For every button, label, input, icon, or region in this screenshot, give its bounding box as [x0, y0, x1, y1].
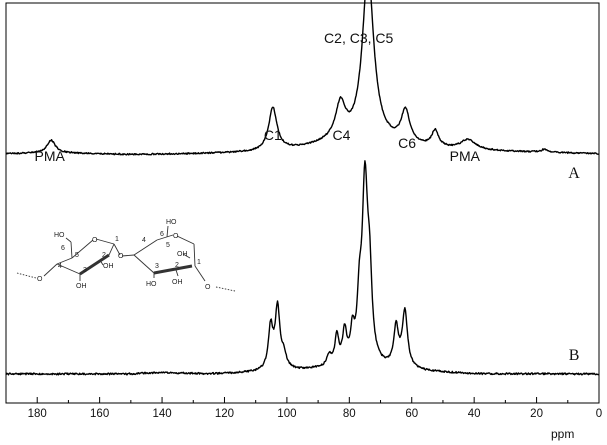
- peak-label: PMA: [450, 148, 481, 164]
- o-label: O: [173, 233, 179, 240]
- oh-label: OH: [103, 263, 114, 270]
- o-label: O: [118, 253, 124, 260]
- x-tick-label: 180: [28, 408, 47, 420]
- peak-label: C4: [333, 127, 351, 143]
- x-tick-label: 0: [596, 408, 602, 420]
- bond: [95, 238, 115, 245]
- bond: [65, 237, 72, 243]
- bond: [194, 265, 206, 282]
- chain-bond-right: [215, 286, 236, 292]
- chain-bond-left: [16, 272, 37, 279]
- x-tick-label: 60: [405, 408, 418, 420]
- x-tick-label: 80: [343, 408, 356, 420]
- oh-label: OH: [172, 279, 183, 286]
- bond-wedge: [153, 264, 193, 275]
- bond: [133, 254, 155, 274]
- x-tick-label: 100: [277, 408, 296, 420]
- plot-frame: [5, 2, 600, 404]
- cellobiose-labels: O HO 6 5 4 O 1 3 2 OH OH O 4 6 HO O 5 3 …: [37, 219, 211, 291]
- bond: [156, 234, 174, 241]
- bond: [56, 257, 73, 265]
- x-tick-label: 20: [530, 408, 543, 420]
- bond: [193, 243, 196, 267]
- atom-number: 4: [142, 237, 146, 244]
- bond: [182, 253, 191, 259]
- bond: [121, 254, 135, 257]
- x-axis-label: ppm: [551, 427, 574, 441]
- trace-label-a: A: [568, 165, 580, 182]
- atom-number: 5: [75, 252, 79, 259]
- x-tick-label: 120: [215, 408, 234, 420]
- peak-label: C1: [264, 127, 282, 143]
- o-label: O: [92, 237, 98, 244]
- o-label: O: [37, 276, 43, 283]
- bond: [108, 243, 115, 256]
- spectrum-trace-b: [5, 160, 600, 376]
- atom-number: 2: [175, 262, 179, 269]
- x-tick-label: 160: [90, 408, 109, 420]
- peak-label: PMA: [35, 148, 66, 164]
- peak-label: C6: [398, 135, 416, 151]
- oh-label: HO: [54, 232, 65, 239]
- bond: [70, 241, 73, 259]
- bond: [56, 263, 81, 275]
- peak-label: C2, C3, C5: [324, 30, 393, 46]
- atom-number: 6: [61, 245, 65, 252]
- atom-number: 2: [102, 252, 106, 259]
- x-tick-label: 140: [152, 408, 171, 420]
- bond-wedge: [79, 253, 110, 276]
- oh-label: HO: [166, 219, 177, 226]
- bond: [176, 235, 195, 245]
- bond: [166, 225, 169, 238]
- atom-number: 1: [115, 236, 119, 243]
- atom-number: 4: [58, 263, 62, 270]
- bond: [113, 243, 121, 256]
- oh-label: OH: [76, 283, 87, 290]
- atom-number: 3: [83, 267, 87, 274]
- spectrum-trace-a: [5, 0, 600, 156]
- bond: [99, 259, 104, 266]
- atom-number: 6: [160, 231, 164, 238]
- o-label: O: [205, 284, 211, 291]
- bond: [175, 269, 179, 277]
- trace-label-b: B: [569, 347, 580, 364]
- bond: [71, 239, 94, 259]
- cellobiose-structure: [16, 225, 236, 292]
- bond: [133, 239, 158, 256]
- atom-number: 3: [155, 263, 159, 270]
- atom-number: 1: [197, 259, 201, 266]
- atom-number: 5: [166, 242, 170, 249]
- oh-label: OH: [177, 251, 188, 258]
- peak-annotations: PMA C1 C4 C2, C3, C5 C6 PMA A B: [35, 30, 581, 364]
- x-tick-label: 40: [468, 408, 481, 420]
- bond: [43, 263, 58, 277]
- spectra: [5, 0, 600, 376]
- oh-label: HO: [146, 281, 157, 288]
- x-axis-ticks: 180 160 140 120 100 80 60 40 20 0: [5, 397, 602, 420]
